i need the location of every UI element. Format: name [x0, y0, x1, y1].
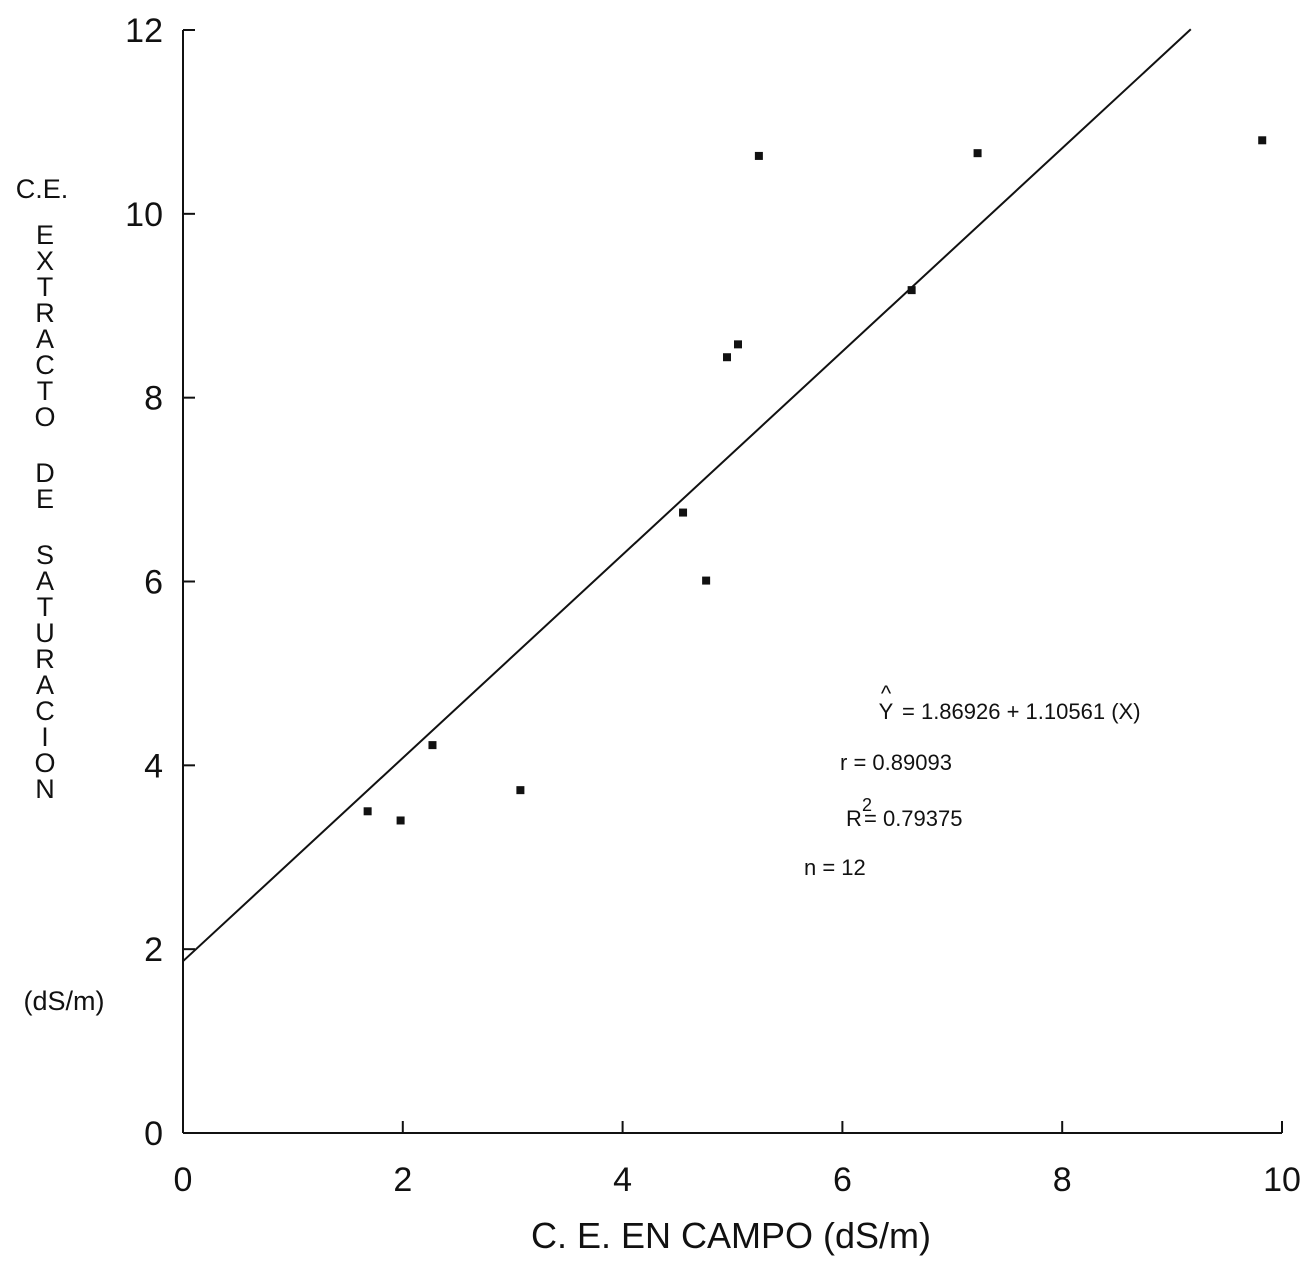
axes: [182, 30, 1282, 1134]
regression-line-group: [182, 28, 1192, 962]
x-tick-label: 0: [174, 1161, 193, 1199]
y-axis-title-unit: (dS/m): [24, 986, 105, 1016]
r-squared-superscript: 2: [862, 795, 872, 815]
x-tick-label: 8: [1053, 1161, 1072, 1199]
data-point: [723, 353, 732, 362]
y-tick-label: 10: [125, 196, 163, 234]
correlation-r: r = 0.89093: [840, 750, 952, 775]
sample-size: n = 12: [804, 855, 866, 880]
ticks: 0 2 4 6 8 10 0 2 4 6 8 10 12: [125, 12, 1301, 1199]
regression-line: [182, 28, 1192, 962]
data-points: [363, 136, 1267, 825]
x-tick-label: 2: [393, 1161, 412, 1199]
y-tick-label: 6: [144, 564, 163, 602]
r-squared-value: = 0.79375: [864, 806, 962, 831]
y-tick-label: 4: [144, 747, 163, 785]
equation-rhs: = 1.86926 + 1.10561 (X): [902, 699, 1141, 724]
regression-annotations: ^ Y = 1.86926 + 1.10561 (X) r = 0.89093 …: [804, 681, 1141, 880]
y-tick-label: 8: [144, 380, 163, 418]
data-point: [973, 149, 982, 158]
data-point: [702, 576, 711, 585]
x-tick-label: 4: [613, 1161, 632, 1199]
data-point: [1258, 136, 1267, 145]
data-point: [733, 340, 742, 349]
y-axis-title-vertical: E X T R A C T O D E S A T U R A C I O N: [34, 220, 55, 804]
data-point: [516, 786, 525, 795]
data-point: [907, 286, 916, 295]
equation-lhs: Y: [879, 699, 894, 724]
x-tick-label: 10: [1263, 1161, 1301, 1199]
equation-hat: ^: [881, 681, 892, 706]
y-tick-label: 2: [144, 931, 163, 969]
x-tick-label: 6: [833, 1161, 852, 1199]
y-tick-label: 0: [144, 1115, 163, 1153]
y-axis-title-top: C.E.: [16, 174, 69, 204]
data-point: [679, 508, 688, 517]
y-tick-label: 12: [125, 12, 163, 50]
data-point: [428, 741, 437, 750]
x-axis-title: C. E. EN CAMPO (dS/m): [531, 1215, 931, 1256]
data-point: [363, 807, 372, 816]
data-point: [754, 151, 763, 160]
data-point: [396, 816, 405, 825]
r-squared-prefix: R: [846, 806, 862, 831]
